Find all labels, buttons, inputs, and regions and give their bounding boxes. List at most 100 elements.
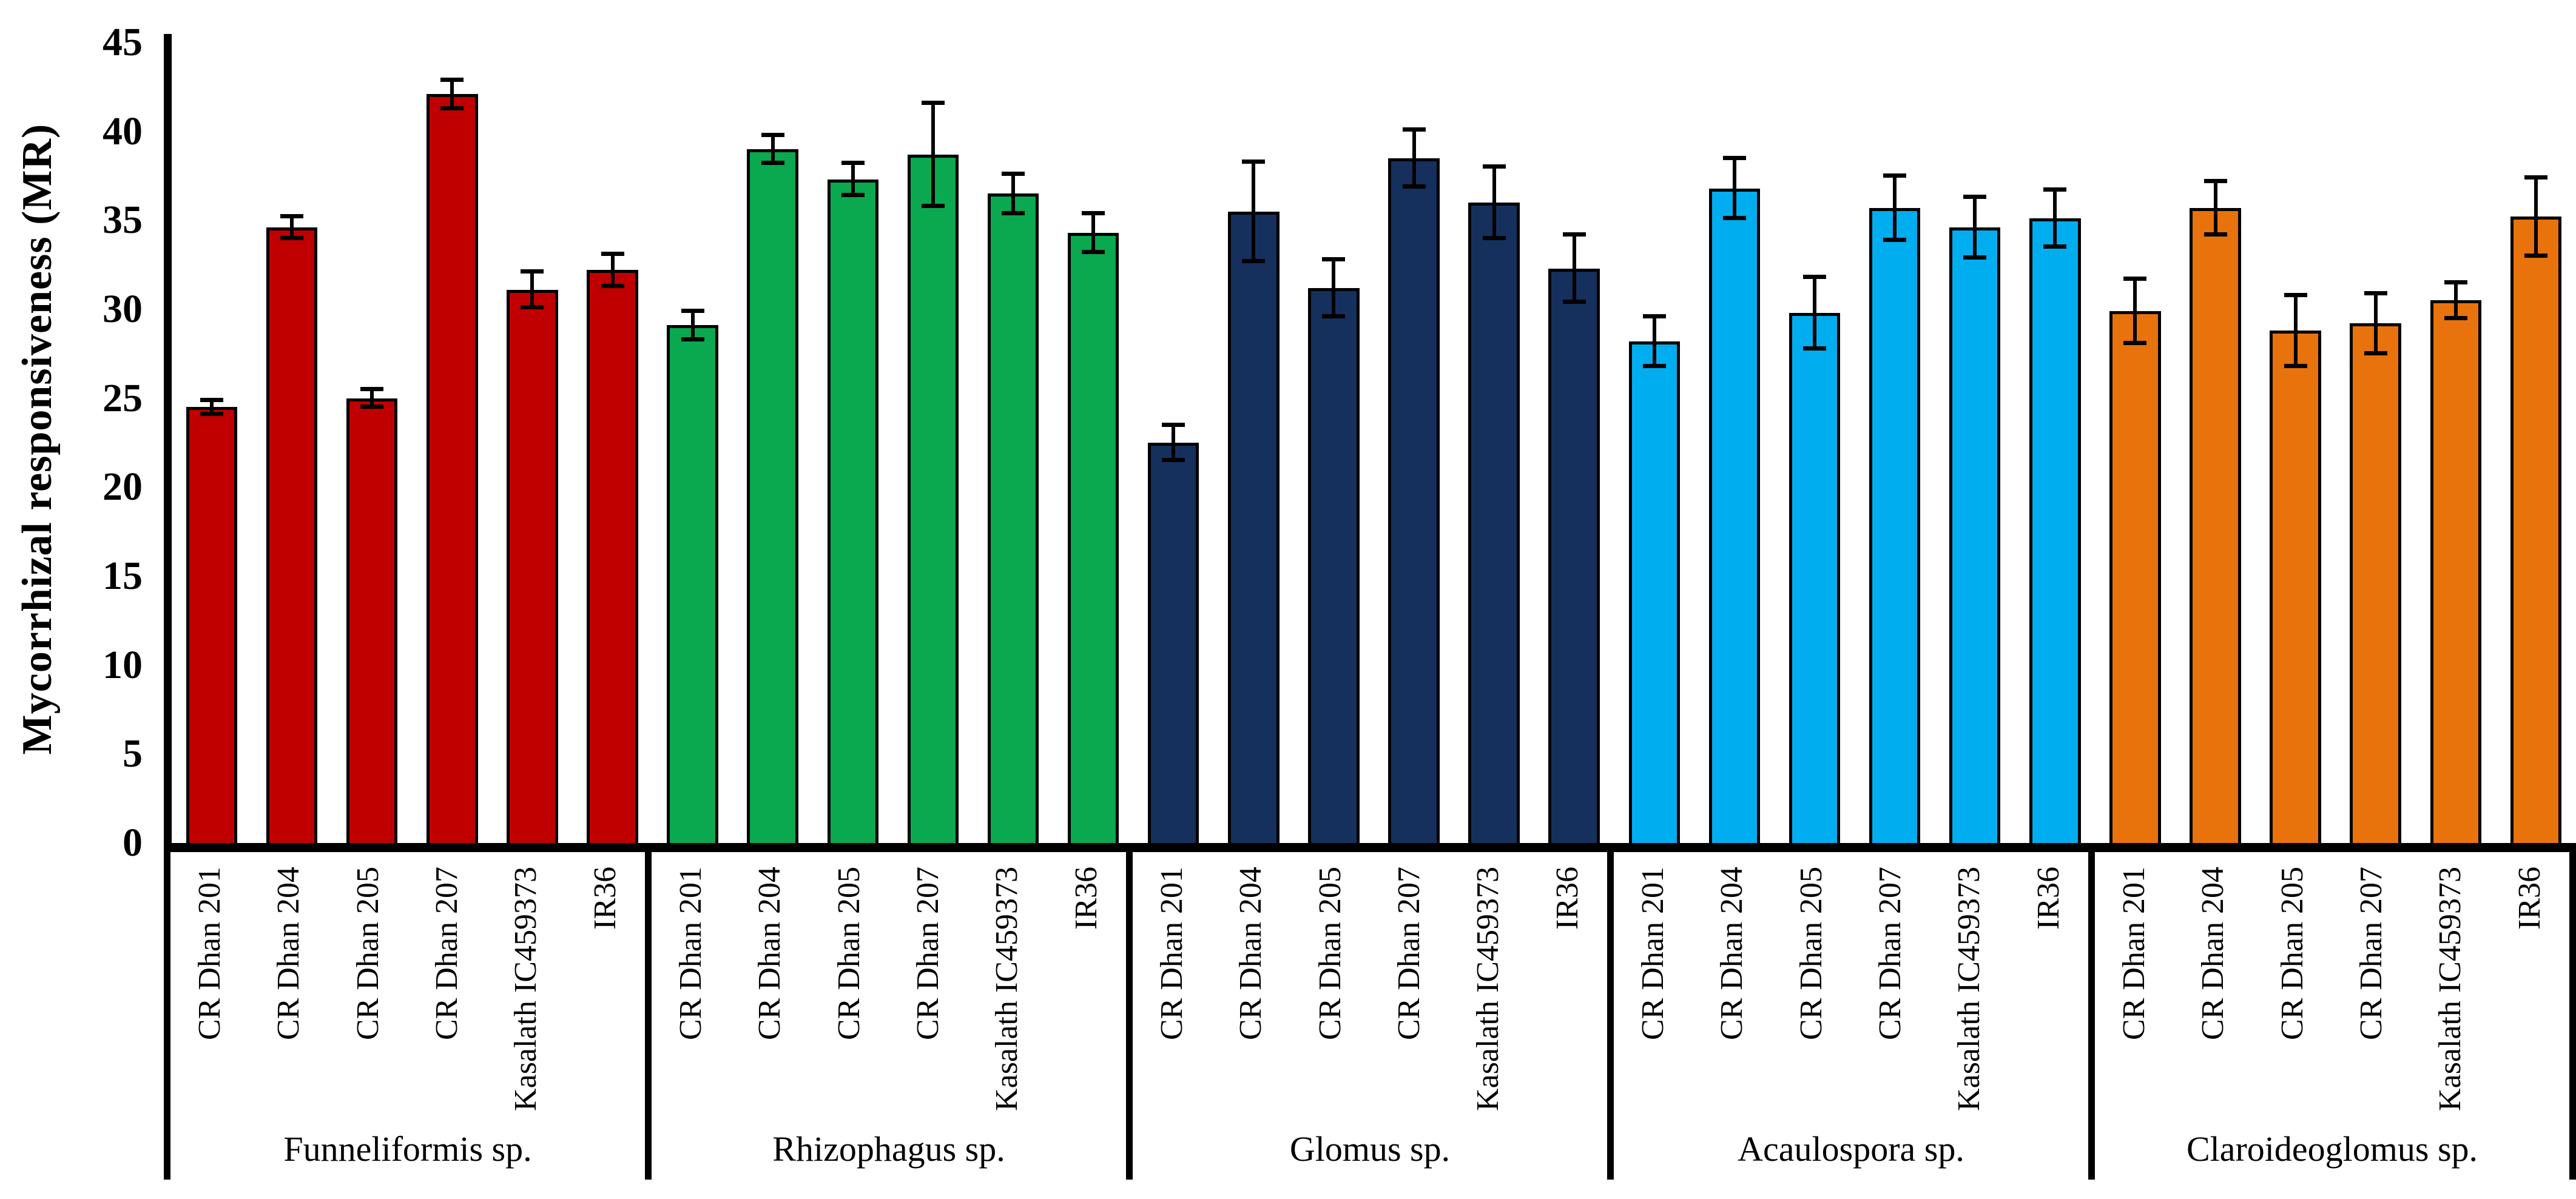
genotype-label-slot: IR36: [2490, 852, 2569, 1125]
error-bar: [290, 217, 294, 238]
bar-rhizophagus-sp-cr-dhan-201: [667, 325, 718, 843]
genotype-label-ir36: IR36: [2031, 867, 2066, 930]
genotype-label-slot: IR36: [1528, 852, 1607, 1125]
category-cell-rhizophagus-sp: CR Dhan 201 CR Dhan 204 CR Dhan 205 CR Dhan…: [645, 852, 1126, 1180]
bar-funneliformis-sp-cr-dhan-204: [266, 227, 318, 843]
error-bar-cap-top: [2123, 277, 2147, 281]
error-bar: [851, 163, 855, 196]
error-bar-cap-bottom: [1162, 458, 1185, 463]
error-bar-cap-bottom: [1402, 184, 1426, 189]
genotype-labels: CR Dhan 201 CR Dhan 204 CR Dhan 205 CR Dhan…: [2095, 852, 2569, 1125]
genotype-label-ir36: IR36: [1068, 867, 1104, 930]
category-cell-claroideoglomus-sp: CR Dhan 201 CR Dhan 204 CR Dhan 205 CR Dhan…: [2088, 852, 2576, 1180]
error-bar: [210, 400, 214, 415]
genotype-label-cr-dhan-204: CR Dhan 204: [1715, 867, 1750, 1040]
bar-slot-cr-dhan-207: [1855, 42, 1935, 843]
bar-slot-cr-dhan-205: [1293, 42, 1374, 843]
error-bar-cap-top: [2284, 292, 2307, 297]
error-bar: [1412, 129, 1416, 187]
error-bar-cap-top: [1082, 210, 1105, 215]
error-bar-cap-bottom: [681, 337, 704, 341]
error-bar: [2213, 181, 2217, 235]
y-tick-label-0: 0: [123, 821, 143, 865]
error-bar-cap-top: [440, 77, 464, 82]
bar-rhizophagus-sp-cr-dhan-207: [907, 154, 959, 843]
genotype-label-slot: CR Dhan 207: [889, 852, 968, 1125]
genotype-label-cr-dhan-201: CR Dhan 201: [1636, 867, 1671, 1040]
error-bar-cap-top: [921, 100, 945, 105]
genotype-label-slot: CR Dhan 207: [1370, 852, 1449, 1125]
category-cell-acaulospora-sp: CR Dhan 201 CR Dhan 204 CR Dhan 205 CR Dhan…: [1607, 852, 2088, 1180]
bar-slot-cr-dhan-205: [332, 42, 412, 843]
species-group-label-claroideoglomus-sp: Claroideoglomus sp.: [2186, 1129, 2478, 1169]
genotype-label-cr-dhan-205: CR Dhan 205: [2274, 867, 2310, 1040]
bar-slot-cr-dhan-204: [2175, 42, 2255, 843]
bar-funneliformis-sp-kasalath-ic459373: [507, 289, 558, 843]
genotype-label-slot: CR Dhan 204: [1212, 852, 1290, 1125]
bar-funneliformis-sp-ir36: [587, 270, 638, 843]
genotype-label-cr-dhan-204: CR Dhan 204: [2196, 867, 2231, 1040]
error-bar-cap-top: [1803, 275, 1827, 280]
genotype-label-slot: CR Dhan 204: [2174, 852, 2253, 1125]
bar-rhizophagus-sp-cr-dhan-204: [747, 149, 798, 843]
error-bar: [530, 272, 534, 308]
error-bar-cap-bottom: [601, 283, 624, 288]
bar-slot-cr-dhan-205: [1775, 42, 1855, 843]
bar-acaulospora-sp-cr-dhan-201: [1628, 341, 1681, 843]
genotype-label-cr-dhan-201: CR Dhan 201: [192, 867, 228, 1040]
error-bar-cap-bottom: [280, 235, 304, 240]
error-bar-cap-bottom: [841, 193, 865, 198]
genotype-label-slot: CR Dhan 207: [1851, 852, 1930, 1125]
error-bar-cap-bottom: [1883, 237, 1907, 242]
error-bar-cap-top: [1963, 195, 1987, 200]
error-bar-cap-bottom: [2284, 363, 2307, 368]
genotype-label-slot: Kasalath IC459373: [487, 852, 565, 1125]
error-bar-cap-bottom: [1963, 255, 1987, 260]
genotype-label-cr-dhan-205: CR Dhan 205: [831, 867, 866, 1040]
bar-acaulospora-sp-ir36: [2029, 218, 2081, 843]
error-bar-cap-bottom: [521, 305, 544, 310]
error-bar-cap-bottom: [440, 106, 464, 110]
y-axis-line: [164, 34, 172, 851]
bar-funneliformis-sp-cr-dhan-201: [186, 407, 238, 843]
y-tick-label-15: 15: [103, 554, 143, 598]
bar-slot-cr-dhan-205: [2256, 42, 2336, 843]
species-group-label-acaulospora-sp: Acaulospora sp.: [1738, 1129, 1964, 1169]
error-bar: [1973, 197, 1977, 258]
genotype-label-cr-dhan-207: CR Dhan 207: [1392, 867, 1427, 1040]
bar-claroideoglomus-sp-cr-dhan-207: [2350, 323, 2401, 843]
genotype-label-kasalath-ic459373: Kasalath IC459373: [508, 867, 544, 1111]
bar-slot-ir36: [1053, 42, 1133, 843]
genotype-label-kasalath-ic459373: Kasalath IC459373: [990, 867, 1025, 1111]
y-tick-label-45: 45: [103, 20, 143, 64]
y-tick-label-25: 25: [103, 375, 143, 420]
error-bar-cap-bottom: [1082, 250, 1105, 255]
genotype-label-slot: CR Dhan 204: [249, 852, 328, 1125]
bar-slot-cr-dhan-204: [1694, 42, 1775, 843]
bar-slot-kasalath-ic459373: [973, 42, 1053, 843]
error-bar-cap-top: [1402, 127, 1426, 132]
genotype-label-slot: CR Dhan 207: [408, 852, 487, 1125]
bar-claroideoglomus-sp-ir36: [2510, 217, 2562, 843]
genotype-label-ir36: IR36: [1549, 867, 1585, 930]
error-bar-cap-top: [280, 214, 304, 219]
genotype-label-slot: Kasalath IC459373: [968, 852, 1047, 1125]
error-bar-cap-bottom: [1482, 235, 1506, 240]
genotype-label-cr-dhan-207: CR Dhan 207: [1873, 867, 1908, 1040]
error-bar: [1252, 161, 1256, 261]
error-bar-cap-top: [681, 308, 704, 313]
error-bar: [2373, 293, 2378, 354]
error-bar-cap-top: [1242, 159, 1266, 164]
genotype-label-slot: CR Dhan 205: [2253, 852, 2332, 1125]
bar-slot-cr-dhan-201: [2095, 42, 2175, 843]
species-group-label-rhizophagus-sp: Rhizophagus sp.: [772, 1129, 1005, 1169]
bar-claroideoglomus-sp-cr-dhan-204: [2190, 207, 2241, 843]
genotype-label-slot: CR Dhan 205: [810, 852, 889, 1125]
error-bar-cap-top: [200, 397, 224, 402]
error-bar-cap-top: [521, 269, 544, 274]
genotype-label-cr-dhan-207: CR Dhan 207: [911, 867, 946, 1040]
error-bar-cap-bottom: [1322, 314, 1346, 318]
error-bar-cap-top: [1642, 314, 1666, 318]
bar-glomus-sp-ir36: [1548, 268, 1600, 843]
bar-slot-cr-dhan-201: [172, 42, 252, 843]
